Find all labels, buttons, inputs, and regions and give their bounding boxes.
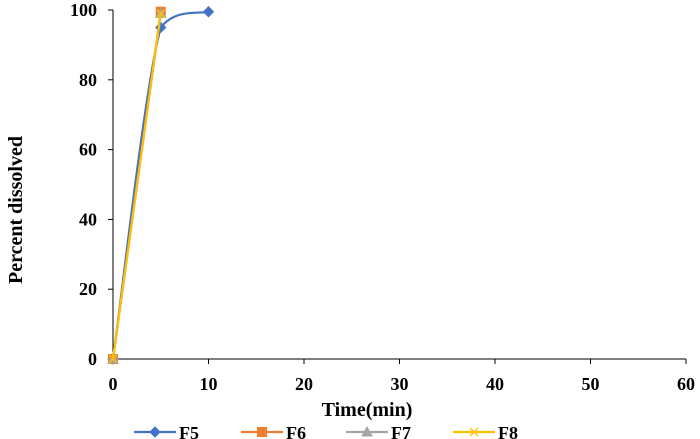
series-line <box>111 13 162 360</box>
y-axis-title: Percent dissolved <box>5 136 27 284</box>
x-tick-label: 40 <box>486 374 504 394</box>
axes <box>112 10 686 360</box>
legend-marker <box>149 426 161 438</box>
x-axis-title: Time(min) <box>322 399 413 421</box>
x-tick-label: 50 <box>582 374 600 394</box>
x-tick-label: 10 <box>200 374 218 394</box>
x-tick-label: 30 <box>391 374 409 394</box>
x-tick-label: 20 <box>295 374 313 394</box>
series-f5 <box>107 6 215 365</box>
legend-marker <box>361 425 373 437</box>
y-ticks: 0 20 40 60 80 100 <box>70 0 113 369</box>
y-tick-label: 60 <box>79 140 97 160</box>
x-tick-label: 0 <box>109 374 118 394</box>
legend-label: F5 <box>179 423 199 439</box>
legend-marker <box>257 427 267 437</box>
y-tick-label: 100 <box>70 0 97 20</box>
legend: F5 F6 F7 F8 <box>134 423 518 439</box>
series-layer <box>107 6 215 365</box>
legend-item: F6 <box>241 423 306 439</box>
y-tick-label: 40 <box>79 209 97 229</box>
series-line <box>111 10 209 360</box>
data-point <box>108 354 118 364</box>
legend-item: F8 <box>453 423 518 439</box>
legend-label: F7 <box>391 423 411 439</box>
data-point <box>156 8 166 19</box>
legend-item: F5 <box>134 423 199 439</box>
y-tick-label: 0 <box>88 349 97 369</box>
legend-label: F8 <box>498 423 518 439</box>
y-tick-label: 80 <box>79 70 97 90</box>
data-point <box>202 6 215 18</box>
legend-item: F7 <box>346 423 411 439</box>
series-f8 <box>108 8 166 364</box>
x-ticks: 0 10 20 30 40 50 60 <box>109 359 695 394</box>
y-tick-label: 20 <box>79 279 97 299</box>
legend-marker <box>469 427 479 437</box>
legend-label: F6 <box>286 423 306 439</box>
x-tick-label: 60 <box>677 374 695 394</box>
